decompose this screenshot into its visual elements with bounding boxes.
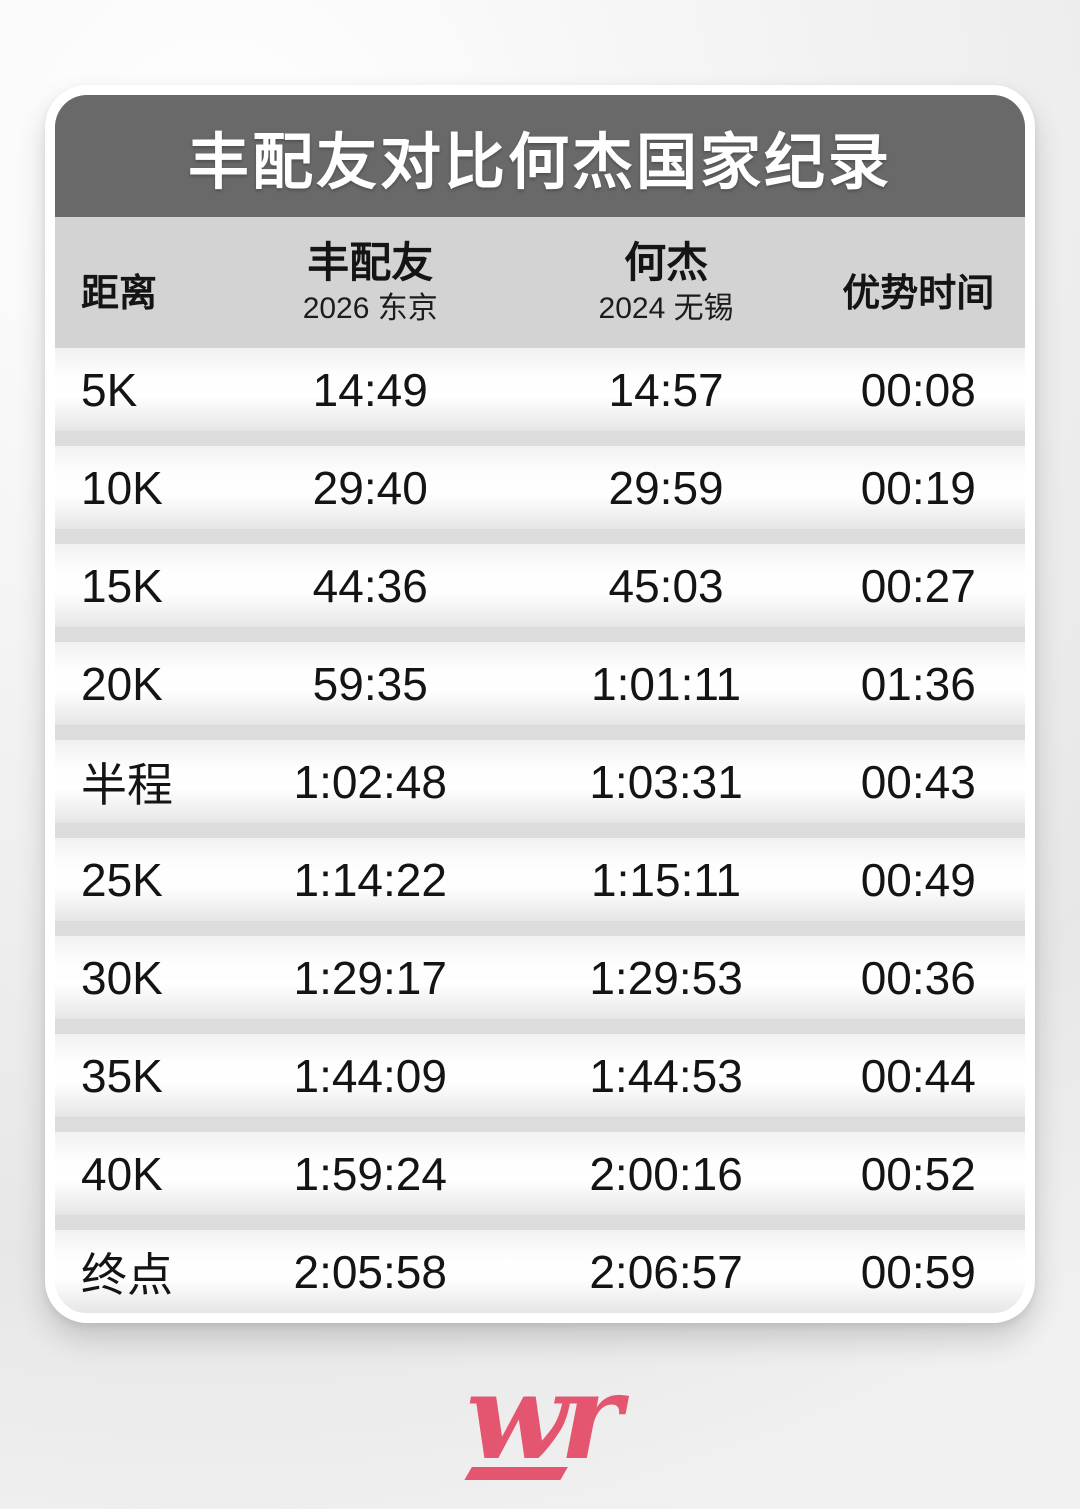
table-row: 35K 1:44:09 1:44:53 00:44 xyxy=(55,1034,1025,1117)
runner2-time-cell: 1:03:31 xyxy=(589,755,743,808)
runner2-time-cell: 2:00:16 xyxy=(589,1147,743,1200)
runner2-event: 2024 无锡 xyxy=(598,292,734,326)
distance-cell: 35K xyxy=(81,1049,163,1102)
column-header-distance: 距离 xyxy=(81,273,158,315)
runner2-time-cell: 1:29:53 xyxy=(589,951,743,1004)
runner1-time-cell: 2:05:58 xyxy=(293,1245,447,1298)
runner1-time-cell: 1:44:09 xyxy=(293,1049,447,1102)
distance-cell: 终点 xyxy=(81,1248,173,1301)
table-row: 30K 1:29:17 1:29:53 00:36 xyxy=(55,936,1025,1019)
table-row: 40K 1:59:24 2:00:16 00:52 xyxy=(55,1132,1025,1215)
runner2-time-cell: 45:03 xyxy=(608,559,724,612)
runner2-time-cell: 1:44:53 xyxy=(589,1049,743,1102)
runner1-time-cell: 1:29:17 xyxy=(293,951,447,1004)
runner1-time-cell: 44:36 xyxy=(312,559,428,612)
advantage-time-cell: 00:52 xyxy=(860,1147,976,1200)
table-row: 半程 1:02:48 1:03:31 00:43 xyxy=(55,740,1025,823)
runner1-time-cell: 14:49 xyxy=(312,363,428,416)
runner2-name: 何杰 xyxy=(624,238,709,286)
table-row: 25K 1:14:22 1:15:11 00:49 xyxy=(55,838,1025,921)
distance-cell: 15K xyxy=(81,559,163,612)
runner2-time-cell: 1:01:11 xyxy=(591,657,742,710)
runner1-event: 2026 东京 xyxy=(302,292,438,326)
distance-cell: 30K xyxy=(81,951,163,1004)
runner2-time-cell: 1:15:11 xyxy=(591,853,742,906)
table-row: 20K 59:35 1:01:11 01:36 xyxy=(55,642,1025,725)
runner1-name: 丰配友 xyxy=(307,238,434,286)
card-header: 丰配友对比何杰国家纪录 xyxy=(55,95,1025,217)
table-row: 终点 2:05:58 2:06:57 00:59 xyxy=(55,1230,1025,1313)
table-row: 10K 29:40 29:59 00:19 xyxy=(55,446,1025,529)
page-title: 丰配友对比何杰国家纪录 xyxy=(187,127,892,196)
table-row: 5K 14:49 14:57 00:08 xyxy=(55,348,1025,431)
advantage-time-cell: 00:44 xyxy=(860,1049,976,1102)
advantage-time-cell: 00:59 xyxy=(860,1245,976,1298)
runner1-time-cell: 1:59:24 xyxy=(293,1147,447,1200)
runner1-time-cell: 29:40 xyxy=(312,461,428,514)
column-header-runner2: 何杰 2024 无锡 xyxy=(521,237,812,329)
distance-cell: 5K xyxy=(81,363,138,416)
column-header-runner1: 丰配友 2026 东京 xyxy=(220,237,521,329)
runner2-time-cell: 29:59 xyxy=(608,461,724,514)
advantage-time-cell: 00:08 xyxy=(860,363,976,416)
wr-logo-underline xyxy=(464,1467,568,1480)
distance-cell: 半程 xyxy=(81,758,173,811)
distance-cell: 40K xyxy=(81,1147,163,1200)
advantage-time-cell: 00:49 xyxy=(860,853,976,906)
advantage-time-cell: 00:43 xyxy=(860,755,976,808)
column-header-advantage: 优势时间 xyxy=(842,273,995,315)
runner1-time-cell: 1:02:48 xyxy=(293,755,447,808)
wr-logo-text: wr xyxy=(466,1347,622,1486)
advantage-time-cell: 00:27 xyxy=(860,559,976,612)
runner1-time-cell: 59:35 xyxy=(312,657,428,710)
distance-cell: 25K xyxy=(81,853,163,906)
table-body: 5K 14:49 14:57 00:08 10K 29:40 29:59 00:… xyxy=(55,348,1025,1313)
advantage-time-cell: 00:19 xyxy=(860,461,976,514)
advantage-time-cell: 01:36 xyxy=(860,657,976,710)
advantage-time-cell: 00:36 xyxy=(860,951,976,1004)
table-row: 15K 44:36 45:03 00:27 xyxy=(55,544,1025,627)
wr-logo: wr xyxy=(464,1347,622,1486)
comparison-card: 丰配友对比何杰国家纪录 距离 丰配友 2026 东京 何杰 2024 无锡 优势… xyxy=(45,85,1035,1323)
runner1-time-cell: 1:14:22 xyxy=(293,853,447,906)
comparison-card-inner: 丰配友对比何杰国家纪录 距离 丰配友 2026 东京 何杰 2024 无锡 优势… xyxy=(55,95,1025,1313)
runner2-time-cell: 2:06:57 xyxy=(589,1245,743,1298)
runner2-time-cell: 14:57 xyxy=(608,363,724,416)
distance-cell: 20K xyxy=(81,657,163,710)
distance-cell: 10K xyxy=(81,461,163,514)
table-header-row: 距离 丰配友 2026 东京 何杰 2024 无锡 优势时间 xyxy=(55,217,1025,348)
